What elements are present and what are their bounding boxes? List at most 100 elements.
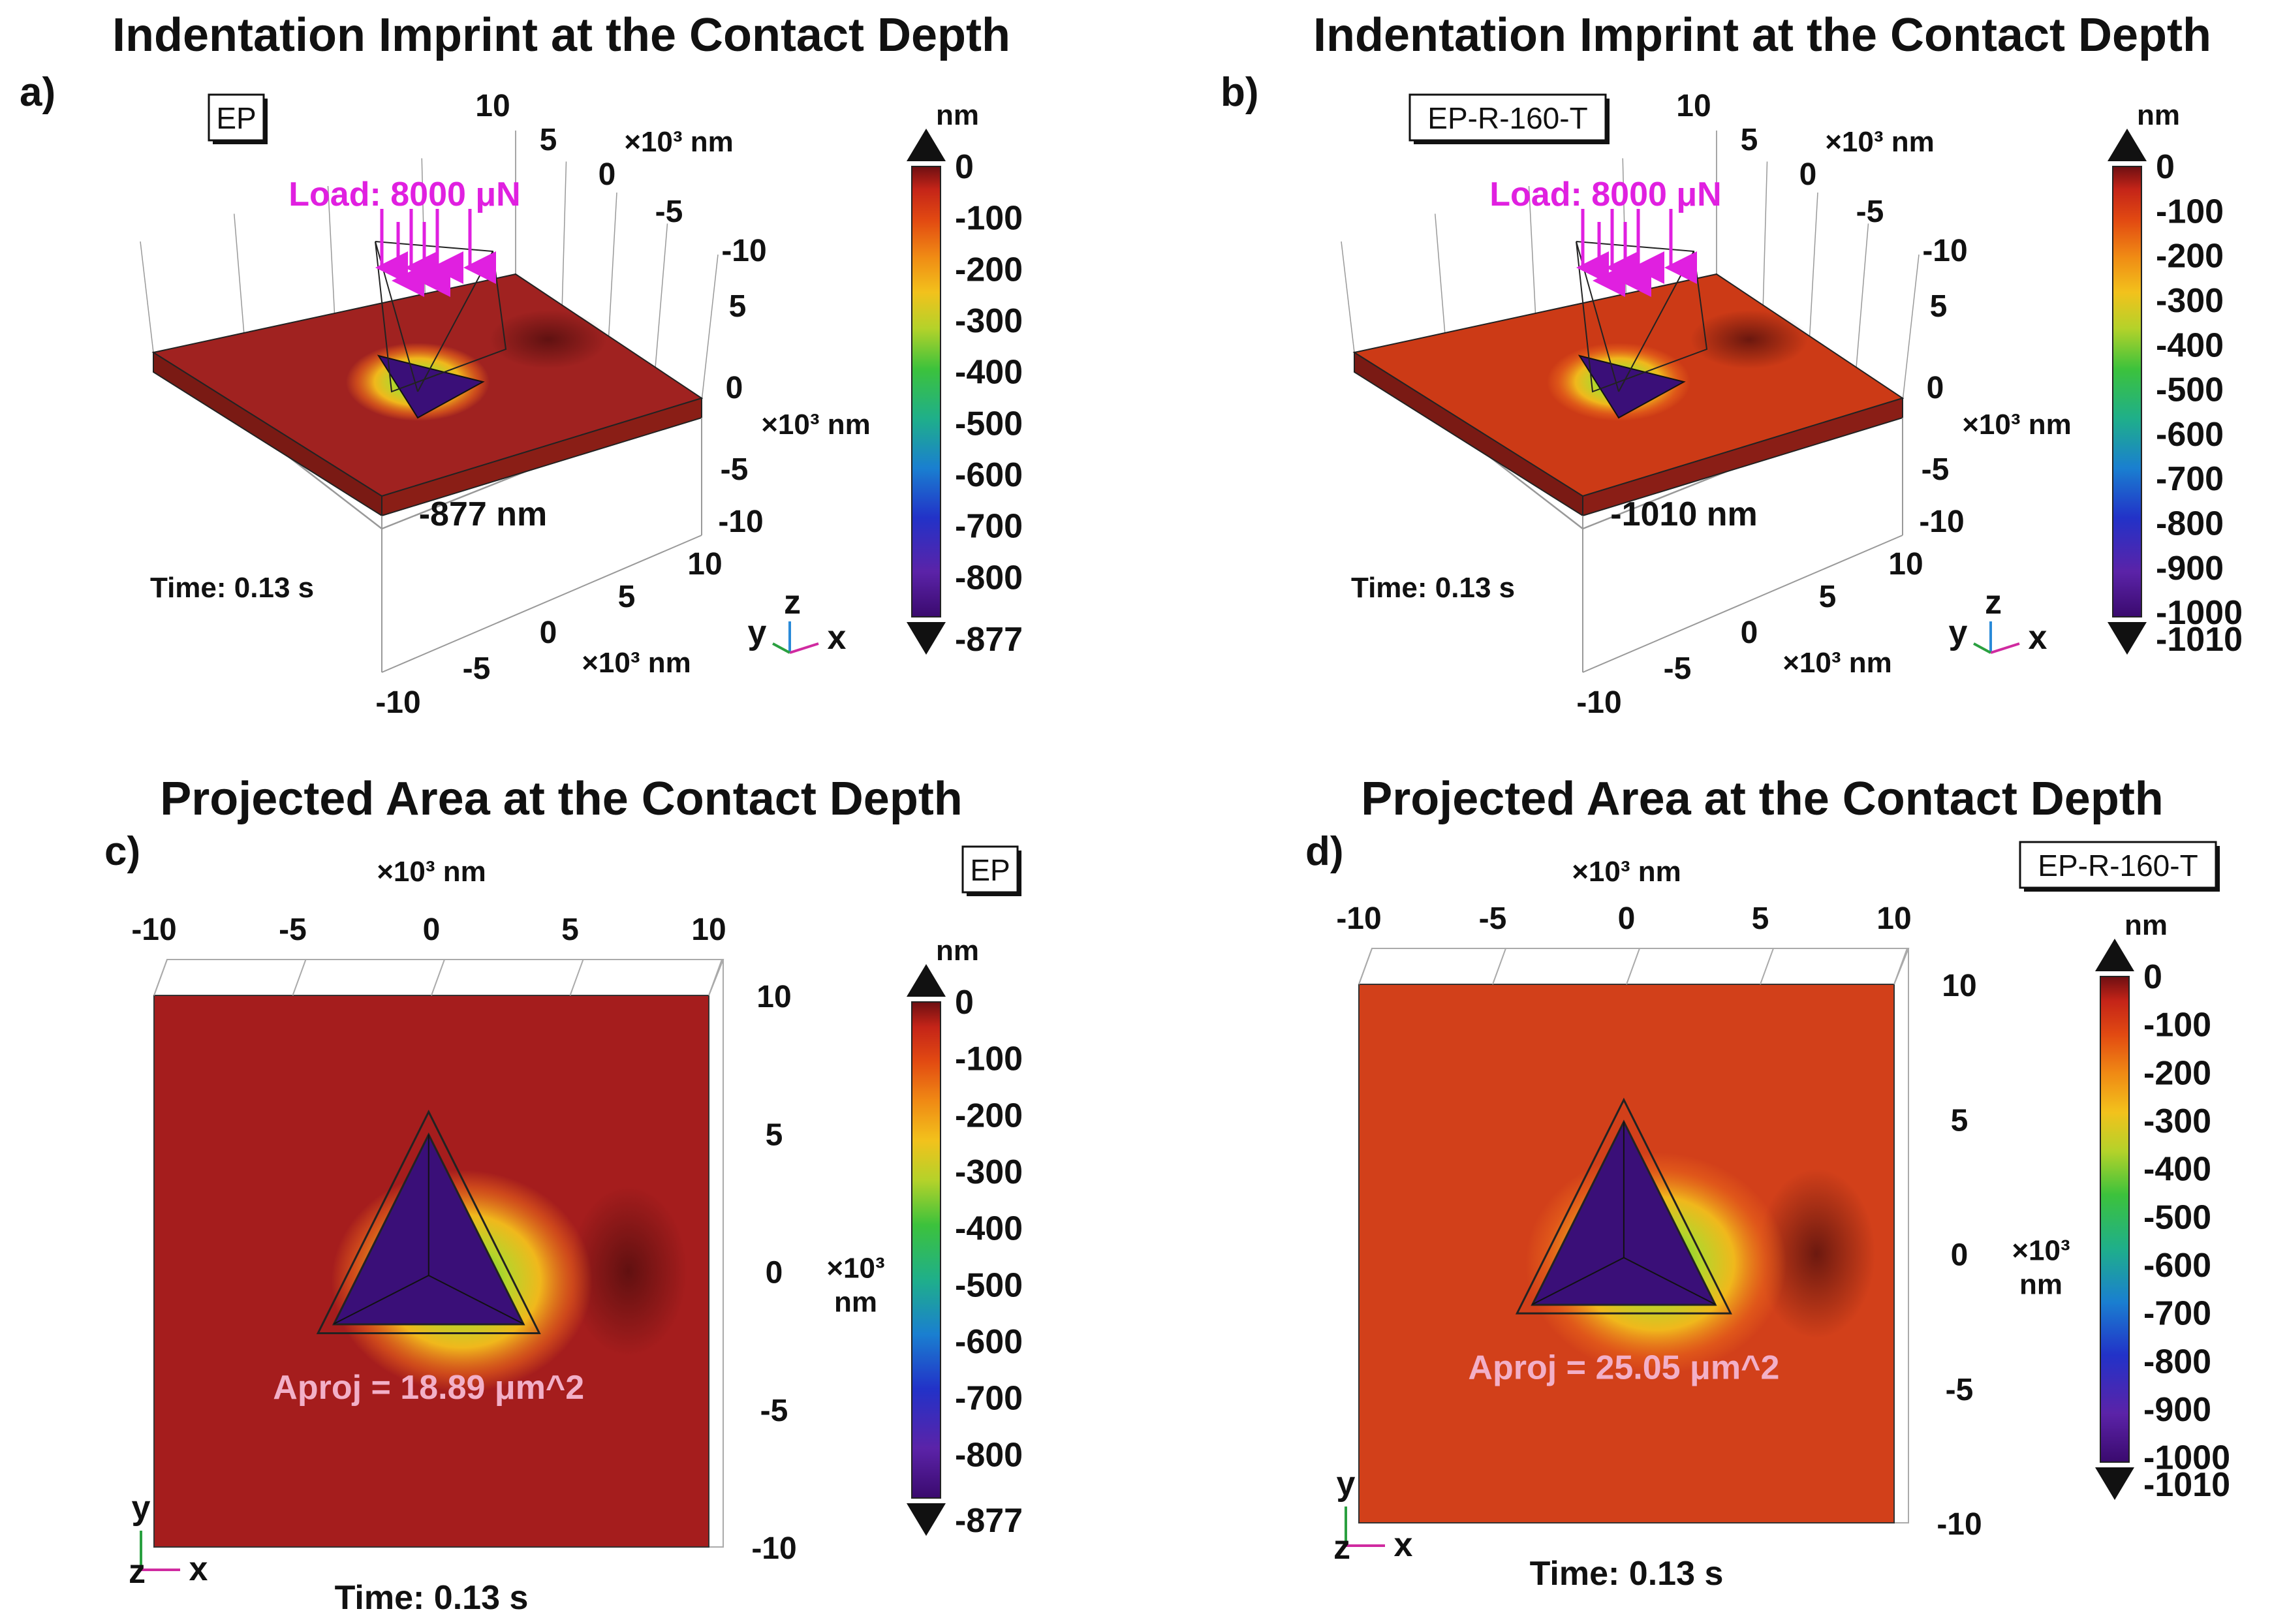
axis-unit-label: nm: [834, 1287, 877, 1319]
x-tick-label: -5: [1479, 901, 1507, 936]
z-tick-label: 0: [1799, 157, 1817, 192]
colorbar-tick-label: -800: [955, 1436, 1023, 1474]
panel-label: c): [104, 829, 140, 874]
colorbar-tick-label: -100: [955, 200, 1023, 238]
x-tick-label: 0: [540, 616, 557, 650]
y-tick-label: -10: [751, 1531, 796, 1566]
indenter-outline: [316, 1109, 541, 1334]
colorbar-tick-label: -100: [955, 1040, 1023, 1078]
triad-y-label: y: [1337, 1465, 1356, 1503]
x-tick-mark: [292, 959, 307, 996]
x-tick-mark: [1626, 948, 1640, 985]
panel-title: Indentation Imprint at the Contact Depth: [112, 9, 1010, 61]
triad-z-label: z: [129, 1553, 146, 1591]
time-label: Time: 0.13 s: [335, 1579, 529, 1617]
colorbar-min-arrow: [2108, 622, 2147, 655]
colorbar-unit-label: nm: [2124, 909, 2168, 941]
x-tick-mark: [1358, 948, 1373, 985]
triad-x-label: x: [828, 619, 847, 657]
colorbar-tick-label: -300: [2143, 1102, 2211, 1140]
panel-b: Indentation Imprint at the Contact Depth…: [1221, 9, 2243, 720]
triad-x-label: x: [1394, 1526, 1413, 1564]
x-tick-label: -5: [1664, 651, 1692, 686]
triad-y-label: y: [132, 1489, 151, 1527]
colorbar-tick-label: -800: [2143, 1343, 2211, 1381]
colorbar-tick-label: -100: [2156, 193, 2224, 230]
projected-area-label: Aproj = 18.89 μm^2: [273, 1369, 584, 1407]
x-tick-mark: [708, 959, 723, 996]
triad-x-label: x: [2029, 619, 2047, 657]
colorbar-min-label: -877: [955, 1502, 1023, 1540]
grid-line: [327, 185, 335, 314]
sample-tag-label: EP: [970, 853, 1010, 887]
colorbar-tick-label: 0: [955, 148, 974, 186]
time-label: Time: 0.13 s: [150, 572, 314, 604]
colorbar-tick-label: -200: [2156, 238, 2224, 275]
grid-line: [1902, 254, 1920, 402]
x-tick-label: 5: [618, 580, 636, 614]
y-tick-label: 5: [729, 289, 747, 324]
z-tick-label: -5: [1856, 195, 1884, 229]
z-tick-label: 10: [1676, 89, 1711, 123]
axis-unit-label: ×10³: [2012, 1235, 2070, 1267]
colorbar-gradient: [2100, 976, 2130, 1463]
x-tick-label: 5: [561, 913, 579, 947]
x-tick-mark: [1893, 948, 1908, 985]
colorbar-tick-label: -1000: [2143, 1439, 2230, 1477]
triad-y-label: y: [1949, 614, 1968, 651]
panel-d: Projected Area at the Contact Depth d) EP-…: [1305, 773, 2230, 1593]
x-tick-label: 5: [1752, 901, 1769, 936]
grid-line: [1341, 241, 1355, 353]
sample-tag-label: EP: [216, 101, 256, 135]
triad-y-axis: [1973, 642, 1991, 654]
colorbar-tick-label: -200: [955, 1097, 1023, 1134]
colorbar-tick-label: -600: [955, 456, 1023, 494]
colorbar-gradient: [911, 1001, 941, 1499]
colorbar-tick-label: -900: [2143, 1391, 2211, 1429]
imprint-triangle: [377, 354, 485, 419]
colorbar-tick-label: -200: [2143, 1054, 2211, 1092]
grid-line: [1435, 213, 1446, 334]
indenter-edge: [1532, 1257, 1625, 1305]
shadow-region: [569, 1186, 687, 1356]
colorbar-gradient: [2112, 166, 2142, 617]
colorbar-tick-label: -100: [2143, 1007, 2211, 1044]
colorbar-min-arrow: [907, 1503, 946, 1536]
panel-label: d): [1305, 829, 1344, 874]
colorbar-max-arrow: [2095, 939, 2134, 971]
grid-line: [1856, 223, 1869, 370]
x-tick-label: -10: [1576, 685, 1621, 720]
colorbar-tick-label: -600: [2143, 1247, 2211, 1285]
time-label: Time: 0.13 s: [1351, 572, 1515, 604]
colorbar-tick-label: -700: [2156, 460, 2224, 498]
x-tick-mark: [431, 959, 445, 996]
imprint-triangle: [1578, 354, 1686, 419]
colorbar-unit-label: nm: [936, 99, 979, 131]
load-label: Load: 8000 μN: [1489, 176, 1721, 213]
triad-z-label: z: [784, 584, 801, 621]
panel-title: Indentation Imprint at the Contact Depth: [1313, 9, 2211, 61]
x-tick-label: -5: [463, 651, 491, 686]
axis-unit-label: ×10³ nm: [1825, 126, 1935, 158]
y-tick-label: -5: [1922, 452, 1950, 487]
y-tick-label: 5: [1930, 289, 1948, 324]
colorbar-unit-label: nm: [2137, 99, 2180, 131]
load-label: Load: 8000 μN: [288, 176, 520, 213]
indenter-outline: [1576, 241, 1708, 393]
grid-line: [1762, 161, 1768, 306]
axis-frame-right: [708, 959, 724, 1548]
colorbar-min-arrow: [907, 622, 946, 655]
triad-z-label: z: [1333, 1529, 1350, 1567]
box-edge: [381, 535, 702, 673]
colorbar-tick-label: -700: [955, 1380, 1023, 1418]
indenter-outline: [1515, 1097, 1732, 1315]
grid-line: [140, 241, 154, 353]
axis-unit-label: ×10³: [826, 1253, 884, 1285]
y-tick-label: 10: [756, 980, 791, 1014]
y-tick-label: 5: [1951, 1103, 1969, 1138]
x-tick-label: -5: [279, 913, 307, 947]
y-tick-label: -10: [1937, 1507, 1982, 1542]
colorbar-tick-label: -400: [2143, 1151, 2211, 1189]
grid-line: [1528, 185, 1536, 314]
